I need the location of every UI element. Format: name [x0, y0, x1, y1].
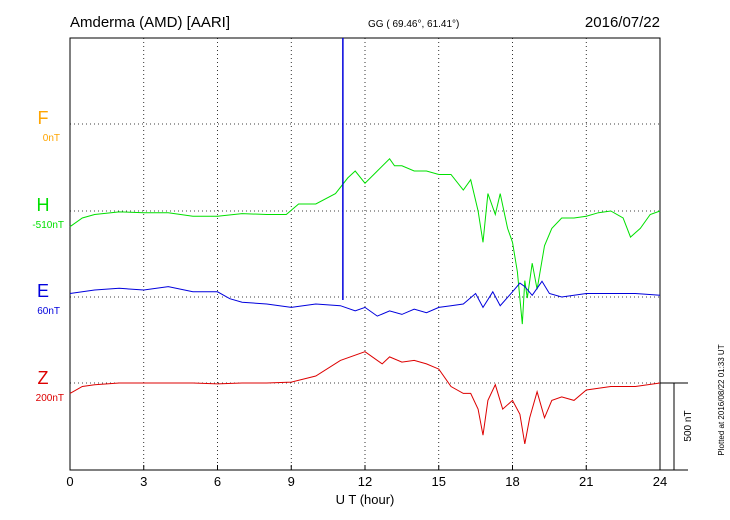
scale-bar-label: 500 nT [683, 410, 694, 441]
x-tick-label: 21 [579, 474, 593, 489]
baseline-e: 60nT [37, 306, 60, 317]
label-e: E [37, 281, 49, 301]
plotted-note: Plotted at 2016/08/22 01:33 UT [717, 344, 726, 455]
plot-date: 2016/07/22 [585, 14, 660, 31]
station-title: Amderma (AMD) [AARI] [70, 14, 230, 31]
x-axis: 0 3 6 9 12 15 18 21 24 [66, 465, 667, 489]
scale-bar: 500 nT [660, 382, 694, 471]
baseline-f: 0nT [43, 133, 60, 144]
x-tick-label: 18 [505, 474, 519, 489]
series-z-line [69, 351, 661, 444]
baseline-z: 200nT [36, 393, 64, 404]
series-e-line [69, 280, 661, 317]
label-z: Z [38, 368, 49, 388]
geographic-coords: GG ( 69.46°, 61.41°) [368, 19, 459, 30]
x-tick-label: 6 [214, 474, 221, 489]
x-tick-label: 0 [66, 474, 73, 489]
series-lines [69, 158, 661, 444]
x-tick-label: 12 [358, 474, 372, 489]
baseline-h: -510nT [32, 220, 64, 231]
x-tick-label: 24 [653, 474, 667, 489]
grid [70, 38, 660, 470]
x-tick-label: 15 [432, 474, 446, 489]
label-f: F [38, 108, 49, 128]
label-h: H [37, 195, 50, 215]
x-tick-label: 3 [140, 474, 147, 489]
x-axis-title: U T (hour) [336, 492, 395, 507]
series-h-line [69, 158, 661, 325]
x-tick-label: 9 [288, 474, 295, 489]
